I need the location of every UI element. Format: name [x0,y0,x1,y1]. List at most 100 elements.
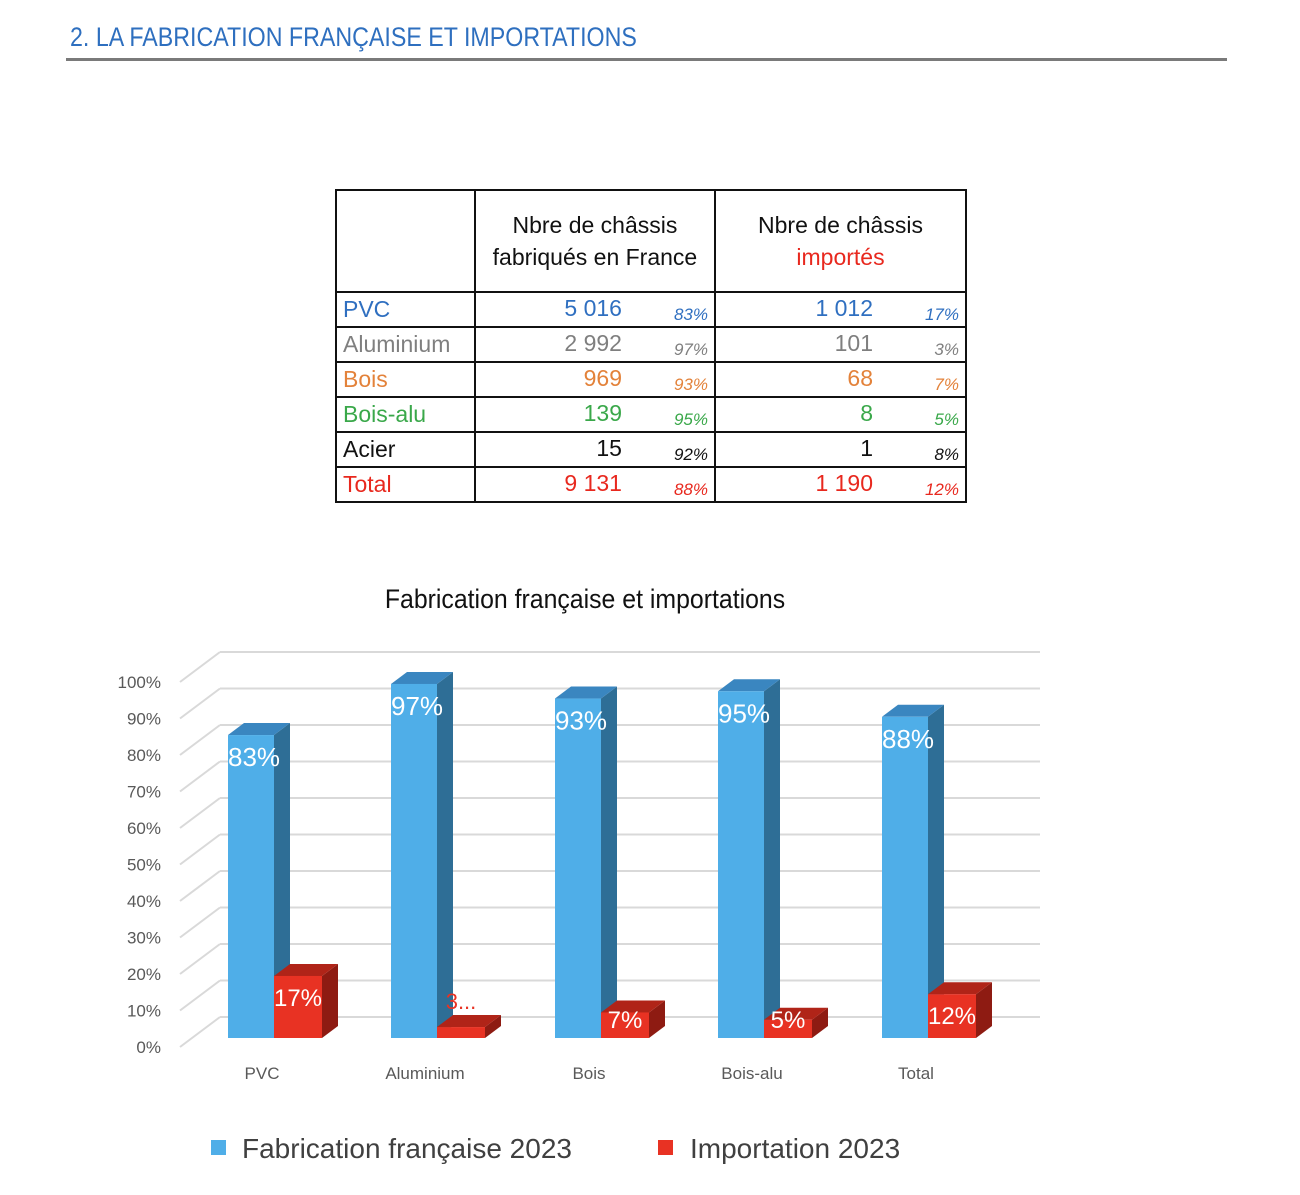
bar-importation-top [601,1000,665,1013]
bar-importation-side [812,1007,828,1038]
bar-importation-top [274,963,338,976]
table-header-row: Nbre de châssis fabriqués en France Nbre … [335,189,968,293]
legend-swatch-importation [658,1140,673,1155]
header-import-line1: Nbre de châssis [758,212,923,238]
import-pct: 8% [934,445,959,464]
france-value: 5 016 [564,295,622,321]
bar-importation [601,1012,649,1038]
france-pct: 92% [673,445,708,464]
france-value: 139 [583,400,622,426]
france-pct: 95% [673,410,708,429]
import-cell: 1 190 12% [713,466,968,503]
bar-fabrication-top [228,723,290,736]
bar-fabrication [555,698,601,1038]
import-value: 8 [860,400,873,426]
import-pct: 5% [934,410,959,429]
import-value: 1 190 [815,470,873,496]
import-cell: 1 012 17% [713,291,968,328]
y-tick-label: 90% [127,710,161,729]
bar-importation-top [764,1007,828,1020]
table-row: PVC 5 016 83% 1 012 17% [335,291,968,328]
gridline-floor [179,651,221,683]
bar-fabrication-side [601,686,617,1038]
data-label-importation: 7% [608,1007,643,1034]
y-tick-label: 70% [127,783,161,802]
x-category-label: PVC [245,1064,280,1083]
bar-chart: Fabrication française et importations 0% 1… [118,585,1040,1164]
bar-fabrication-top [555,686,617,699]
gridline-floor [179,797,221,829]
bar-importation-side [649,1000,665,1038]
data-label-fabrication: 93% [555,706,607,736]
france-cell: 139 95% [473,396,716,433]
gridline-floor [179,760,221,793]
import-cell: 101 3% [713,326,968,363]
gridline-floor [179,1016,221,1048]
legend-label-fabrication: Fabrication française 2023 [242,1133,572,1164]
gridline-floor [179,943,221,975]
gridline-floor [179,979,221,1012]
x-category-label: Total [898,1064,934,1083]
france-cell: 9 131 88% [473,466,716,503]
x-category-label: Aluminium [385,1064,464,1083]
france-cell: 2 992 97% [473,326,716,363]
import-pct: 12% [924,480,959,499]
row-label: Acier [335,431,476,468]
heading-rule [66,58,1227,61]
header-france-line1: Nbre de châssis [512,212,678,238]
bar-importation-top [437,1015,501,1028]
header-france: Nbre de châssis fabriqués en France [473,189,716,293]
header-import-line2: importés [796,244,885,270]
y-tick-label: 50% [127,856,161,875]
bar-importation-top [928,982,992,995]
gridline-floor [179,724,221,756]
y-tick-label: 30% [127,929,161,948]
import-pct: 3% [934,340,959,359]
bar-importation [928,994,976,1038]
row-label: Total [335,466,476,503]
row-label: Bois [335,361,476,398]
import-cell: 8 5% [713,396,968,433]
import-value: 1 [860,435,873,461]
header-import: Nbre de châssis importés [713,189,968,293]
import-value: 68 [847,365,873,391]
data-label-fabrication: 95% [718,698,770,728]
france-value: 969 [583,365,622,391]
data-label-importation: 3... [446,989,477,1014]
bar-fabrication-top [882,704,944,717]
section-heading: 2. LA FABRICATION FRANÇAISE ET IMPORTATI… [70,22,637,52]
table-row: Total 9 131 88% 1 190 12% [335,466,968,503]
bar-importation [764,1019,812,1038]
x-category-label: Bois [572,1064,605,1083]
bar-fabrication-side [274,723,290,1038]
row-label: Aluminium [335,326,476,363]
france-value: 2 992 [564,330,622,356]
y-tick-label: 10% [127,1002,161,1021]
bar-fabrication-top [391,671,453,684]
row-label: Bois-alu [335,396,476,433]
data-label-fabrication: 88% [882,724,934,754]
x-category-label: Bois-alu [721,1064,782,1083]
gridline-floor [179,870,221,902]
bar-fabrication [228,735,274,1038]
data-label-importation: 12% [928,1003,976,1030]
data-label-importation: 17% [274,985,322,1012]
france-pct: 83% [673,305,708,324]
bar-importation-side [485,1015,501,1038]
table-row: Bois-alu 139 95% 8 5% [335,396,968,433]
bar-fabrication [391,683,437,1038]
bar-fabrication [718,691,764,1038]
france-pct: 97% [673,340,708,359]
france-cell: 15 92% [473,431,716,468]
import-cell: 1 8% [713,431,968,468]
bar-importation-side [322,963,338,1038]
data-label-fabrication: 83% [228,742,280,772]
france-value: 15 [596,435,622,461]
france-value: 9 131 [564,470,622,496]
y-tick-label: 0% [136,1038,161,1057]
chart-title: Fabrication française et importations [385,585,785,614]
table-row: Acier 15 92% 1 8% [335,431,968,468]
import-pct: 17% [924,305,959,324]
y-tick-label: 60% [127,819,161,838]
data-label-fabrication: 97% [391,691,443,721]
